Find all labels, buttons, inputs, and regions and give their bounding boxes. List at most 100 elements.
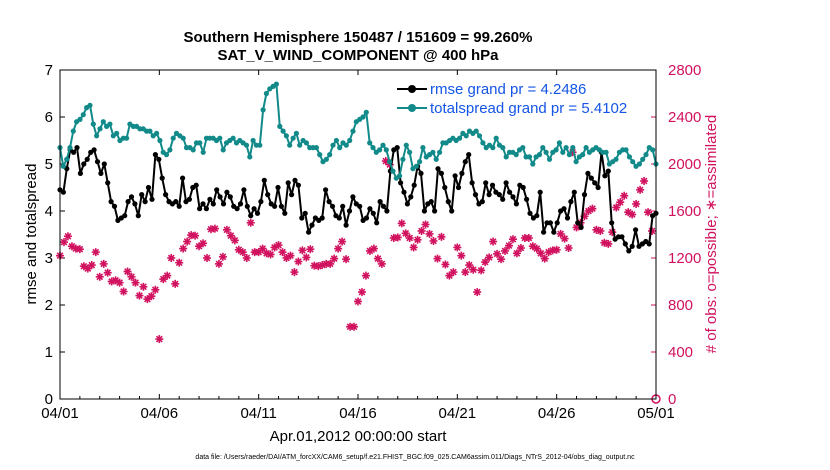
rmse-point <box>469 180 475 186</box>
obs-assimilated-point <box>485 253 494 262</box>
spread-point <box>94 133 100 139</box>
rmse-point <box>214 187 220 193</box>
spread-point <box>413 163 419 169</box>
rmse-point <box>432 208 438 214</box>
rmse-point <box>408 194 414 200</box>
obs-assimilated-point <box>457 251 466 260</box>
spread-point <box>220 147 226 153</box>
spread-point <box>650 147 656 153</box>
spread-point <box>500 145 506 151</box>
spread-point <box>400 156 406 162</box>
rmse-point <box>380 203 387 209</box>
rmse-point <box>561 206 567 212</box>
x-tick-label: 04/06 <box>141 405 179 422</box>
y-axis-right-label: # of obs: o=possible; ∗=assimilated <box>703 115 720 354</box>
rmse-point <box>186 196 192 202</box>
obs-assimilated-point <box>640 177 649 186</box>
spread-point <box>147 128 153 134</box>
spread-point <box>330 142 336 148</box>
rmse-point <box>122 213 128 219</box>
spread-point <box>154 130 160 136</box>
obs-assimilated-point <box>524 234 533 243</box>
rmse-point <box>329 203 336 209</box>
obs-assimilated-point <box>115 278 124 287</box>
obs-assimilated-point <box>437 232 446 241</box>
obs-assimilated-point <box>210 224 219 233</box>
spread-point <box>630 159 636 165</box>
spread-point <box>397 173 403 179</box>
rmse-point <box>483 180 489 186</box>
spread-point <box>60 163 66 169</box>
spread-point <box>350 128 356 134</box>
y-left-tick-label: 6 <box>45 109 53 126</box>
obs-assimilated-point <box>612 203 621 212</box>
obs-assimilated-point <box>286 251 295 260</box>
plot-frame <box>59 69 657 400</box>
spread-point <box>333 137 339 144</box>
rmse-point <box>455 184 462 191</box>
rmse-point <box>401 189 407 195</box>
rmse-point <box>486 192 492 198</box>
obs-assimilated-point <box>417 226 426 235</box>
x-tick-label: 04/21 <box>439 405 477 422</box>
rmse-point <box>581 192 588 198</box>
rmse-point <box>459 170 465 176</box>
rmse-point <box>500 196 506 202</box>
rmse-point <box>479 199 485 205</box>
rmse-point <box>132 201 138 207</box>
obs-assimilated-point <box>473 288 482 297</box>
rmse-point <box>98 170 104 176</box>
spread-point <box>100 119 106 125</box>
spread-point <box>420 145 426 151</box>
y-right-tick-label: 2400 <box>668 109 701 126</box>
obs-assimilated-point <box>540 254 549 263</box>
x-tick-label: 04/01 <box>41 405 79 422</box>
spread-point <box>70 128 76 134</box>
spread-point <box>556 140 563 146</box>
obs-assimilated-point <box>59 238 68 247</box>
rmse-point <box>363 215 370 221</box>
spread-point <box>433 156 439 162</box>
rmse-point <box>609 220 615 226</box>
rmse-point <box>357 203 363 209</box>
y-left-tick-label: 3 <box>45 250 53 267</box>
spread-point <box>563 145 569 151</box>
spread-point <box>536 152 543 158</box>
obs-assimilated-point <box>294 257 303 266</box>
rmse-point <box>513 201 520 207</box>
spread-point <box>87 102 93 108</box>
rmse-point <box>435 166 441 172</box>
obs-assimilated-point <box>139 282 148 291</box>
rmse-point <box>265 192 271 198</box>
obs-assimilated-point <box>242 254 251 262</box>
rmse-point <box>336 215 342 221</box>
rmse-point <box>384 208 390 214</box>
spread-point <box>90 121 96 127</box>
spread-point <box>247 154 253 160</box>
rmse-point <box>472 192 479 198</box>
obs-assimilated-point <box>588 204 597 213</box>
rmse-point <box>496 192 502 198</box>
legend: rmse grand pr = 4.2486 totalspread grand… <box>397 81 627 117</box>
obs-assimilated-point <box>401 229 410 238</box>
spread-point <box>200 149 206 155</box>
rmse-point <box>520 184 526 191</box>
spread-point <box>480 140 486 146</box>
rmse-point <box>254 210 261 216</box>
spread-point <box>520 145 526 151</box>
rmse-point <box>595 184 601 191</box>
spread-point <box>390 168 396 174</box>
rmse-point <box>176 203 182 209</box>
obs-assimilated-point <box>191 231 200 240</box>
spread-point <box>337 145 343 151</box>
obs-assimilated-point <box>222 225 231 234</box>
rmse-point <box>629 243 635 249</box>
rmse-point <box>74 145 80 151</box>
rmse-point <box>564 215 571 221</box>
rmse-point <box>592 180 598 186</box>
rmse-point <box>251 206 257 212</box>
obs-assimilated-point <box>357 288 366 297</box>
rmse-point <box>200 201 206 207</box>
rmse-point <box>319 215 325 221</box>
